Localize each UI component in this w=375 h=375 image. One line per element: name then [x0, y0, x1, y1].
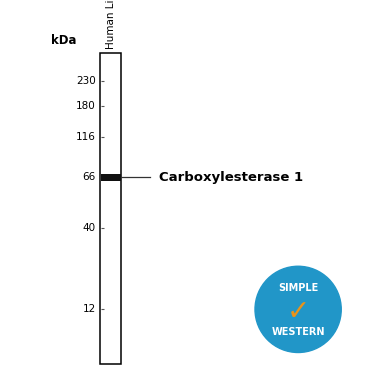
Text: 66: 66	[82, 172, 96, 182]
Text: 116: 116	[76, 132, 96, 142]
Text: kDa: kDa	[51, 34, 76, 47]
Bar	[100, 53, 121, 364]
Text: 230: 230	[76, 76, 96, 86]
Bar	[100, 174, 121, 180]
Text: WESTERN: WESTERN	[272, 327, 325, 337]
Text: 40: 40	[82, 223, 96, 232]
Text: 12: 12	[82, 304, 96, 314]
Text: SIMPLE: SIMPLE	[278, 283, 318, 293]
Text: Carboxylesterase 1: Carboxylesterase 1	[159, 171, 303, 184]
Text: Human Liver: Human Liver	[106, 0, 116, 49]
Text: 180: 180	[76, 101, 96, 111]
Circle shape	[255, 266, 341, 352]
Text: ✓: ✓	[286, 297, 310, 326]
